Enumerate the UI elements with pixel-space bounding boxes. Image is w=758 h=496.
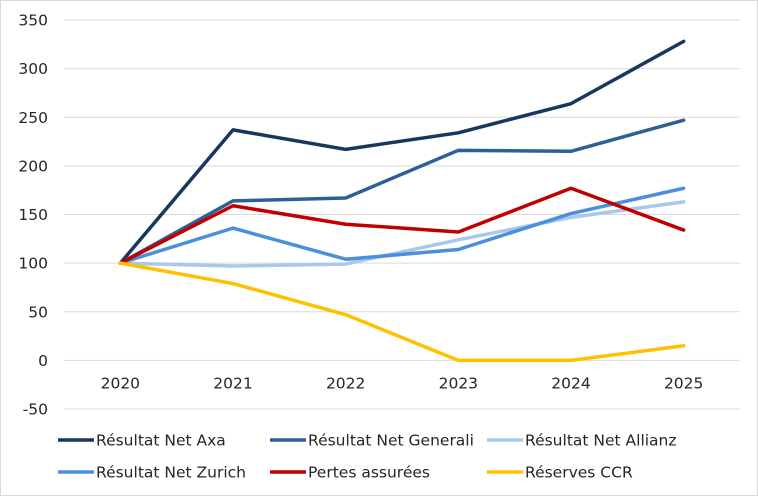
y-tick-label: 350 xyxy=(18,12,48,30)
legend-label: Réserves CCR xyxy=(525,464,633,482)
series-line xyxy=(118,118,686,265)
legend-label: Résultat Net Generali xyxy=(308,432,474,450)
gridlines xyxy=(64,19,740,410)
legend-label: Résultat Net Allianz xyxy=(525,432,677,450)
y-tick-label: 50 xyxy=(28,303,48,321)
x-axis-ticks: 2020 2021 2022 2023 2024 2025 xyxy=(101,374,704,392)
y-tick-label: 300 xyxy=(18,60,48,78)
y-tick-label: 150 xyxy=(18,206,48,224)
y-tick-label: 0 xyxy=(38,352,48,370)
y-tick-label: 200 xyxy=(18,157,48,175)
x-tick-label: 2023 xyxy=(439,374,478,392)
x-tick-label: 2022 xyxy=(326,374,365,392)
series-line xyxy=(118,39,686,265)
series-line xyxy=(118,186,686,265)
y-tick-label: -50 xyxy=(23,401,48,419)
legend-label: Pertes assurées xyxy=(308,464,430,482)
y-tick-label: 100 xyxy=(18,255,48,273)
series-line xyxy=(118,261,686,363)
series-line xyxy=(118,186,686,265)
x-tick-label: 2025 xyxy=(664,374,703,392)
legend-label: Résultat Net Zurich xyxy=(96,464,246,482)
x-tick-label: 2024 xyxy=(551,374,590,392)
y-tick-label: 250 xyxy=(18,109,48,127)
x-tick-label: 2021 xyxy=(213,374,252,392)
y-axis-ticks: -50 0 50 100 150 200 250 300 350 xyxy=(18,12,48,419)
legend: Résultat Net Axa Résultat Net Generali Rés… xyxy=(58,432,677,482)
series-line xyxy=(118,200,686,268)
x-tick-label: 2020 xyxy=(101,374,140,392)
series-lines xyxy=(118,39,686,363)
legend-label: Résultat Net Axa xyxy=(96,432,226,450)
